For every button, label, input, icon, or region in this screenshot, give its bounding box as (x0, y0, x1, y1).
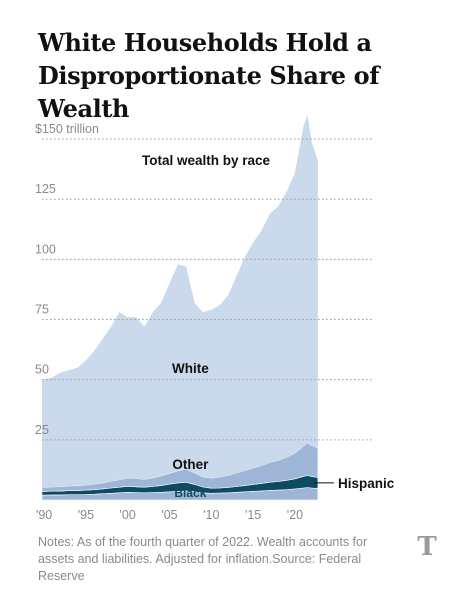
x-tick-label: '10 (203, 508, 219, 522)
chart-notes: Notes: As of the fourth quarter of 2022.… (38, 535, 368, 583)
gridlines (42, 138, 372, 441)
x-tick-label: '15 (245, 508, 261, 522)
series-labels: Total wealth by race White Other Black Hispa… (142, 153, 395, 500)
series-label-other: Other (172, 457, 209, 472)
series-label-white: White (172, 361, 209, 376)
axis-ticks: $150 trillion 125 100 75 50 25 '90 '95 '00 '05 '10… (35, 122, 303, 522)
svg-text:T: T (417, 533, 437, 559)
area-other (41, 442, 319, 492)
x-tick-label: '90 (36, 508, 52, 522)
x-tick-label: '00 (120, 508, 136, 522)
y-tick-label: 75 (35, 303, 49, 317)
y-tick-label: 100 (35, 242, 56, 256)
nyt-logo-icon: T (417, 533, 437, 559)
y-tick-label: $150 trillion (35, 122, 99, 136)
y-tick-label: 125 (35, 182, 56, 196)
y-tick-label: 25 (35, 423, 49, 437)
x-tick-label: '05 (161, 508, 177, 522)
series-label-hispanic: Hispanic (338, 476, 395, 491)
x-tick-label: '20 (287, 508, 303, 522)
series-label-black: Black (174, 486, 206, 500)
area-series (41, 115, 319, 501)
area-white (42, 115, 318, 488)
y-tick-label: 50 (35, 363, 49, 377)
x-tick-label: '95 (78, 508, 94, 522)
chart-title: White Households Hold a Disproportionate… (38, 28, 380, 123)
chart-annotation: Total wealth by race (142, 153, 271, 168)
